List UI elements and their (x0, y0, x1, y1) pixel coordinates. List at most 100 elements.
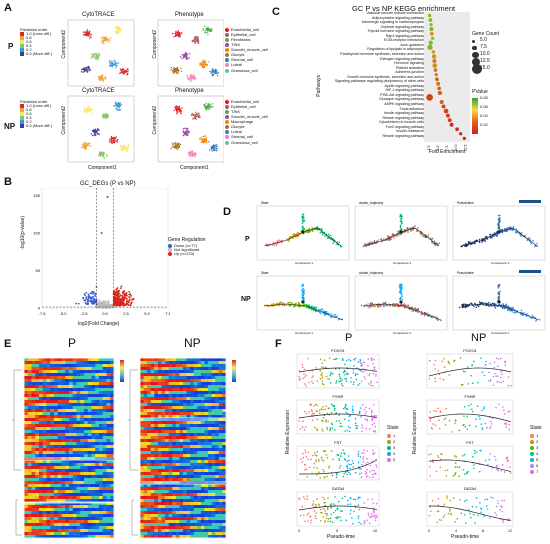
heatmap-cell (46, 379, 51, 383)
heatmap-cell (39, 412, 44, 416)
trajectory-cell (531, 314, 534, 317)
kegg-point (428, 13, 432, 18)
heatmap-cell (50, 490, 55, 494)
heatmap-cell (72, 454, 77, 458)
trajectory-cell (484, 240, 487, 242)
umap-point (205, 102, 207, 105)
heatmap-cell (110, 382, 115, 386)
heatmap-cell (157, 367, 162, 371)
heatmap-cell (24, 445, 29, 449)
heatmap-cell (84, 424, 89, 428)
umap-point (92, 56, 95, 58)
volcano-point-up (122, 301, 125, 304)
volcano-point-up (115, 291, 117, 293)
umap-point (115, 105, 118, 107)
umap-point (99, 153, 102, 155)
heatmap-cell (197, 361, 202, 365)
pheno-legend-np-item: Macrophage (225, 120, 273, 125)
trajectory-cell (324, 310, 326, 313)
heatmap-cell (95, 436, 100, 440)
trajectory-cell (436, 319, 439, 321)
volcano-point-up (125, 291, 128, 294)
trajectory-cell (494, 306, 497, 309)
heatmap-cell (61, 400, 66, 404)
heatmap-cell (69, 379, 74, 383)
trajectory-frame (354, 275, 448, 331)
trajectory-cell (303, 219, 306, 222)
kegg-pathway-label: Cytoskeleton in muscle cells (378, 120, 424, 125)
heatmap-cell (87, 397, 92, 401)
trajectory-cell (469, 241, 471, 243)
heatmap-cell (72, 442, 77, 446)
volcano-x-tick: -7.5 (39, 311, 47, 316)
heatmap-cell (39, 478, 44, 482)
umap-point (85, 142, 87, 145)
pheno-legend-p-item: Stromal_cell (225, 58, 273, 63)
heatmap-cell (87, 388, 92, 392)
heatmap-cell (95, 412, 100, 416)
heatmap-cell (72, 475, 77, 479)
heatmap-cell (91, 463, 96, 467)
umap-point (176, 145, 179, 147)
heatmap-cell (102, 418, 107, 422)
heatmap-cell (72, 463, 77, 467)
heatmap-cell (186, 376, 191, 380)
umap-point (211, 68, 214, 70)
heatmap-cell (61, 358, 66, 362)
cyto-legend-p-item: 0.2 (20, 48, 62, 53)
umap-point (116, 108, 118, 110)
trajectory-cell (338, 241, 341, 244)
heatmap-cell (57, 397, 62, 401)
umap-point (216, 74, 219, 77)
heatmap-cell (24, 472, 29, 476)
heatmap-cell (39, 454, 44, 458)
heatmap-cell (42, 499, 47, 503)
umap-point (208, 106, 210, 108)
umap-point (175, 147, 177, 149)
heatmap-cell (57, 376, 62, 380)
heatmap-cell (61, 496, 66, 500)
umap-point (97, 154, 100, 156)
umap-point (175, 142, 177, 144)
heatmap-cell (27, 412, 32, 416)
umap-point (203, 65, 205, 67)
pheno-legend-p-item: Granulosa_cell (225, 68, 273, 73)
heatmap-cell (95, 370, 100, 374)
umap-point (177, 144, 180, 146)
trajectory-cell (325, 310, 328, 313)
heatmap-cell (42, 442, 47, 446)
heatmap-cell (193, 370, 198, 374)
umap-point (210, 145, 213, 148)
heatmap-cell (95, 433, 100, 437)
heatmap-cell (57, 415, 62, 419)
heatmap-cell (46, 460, 51, 464)
heatmap-cell (69, 397, 74, 401)
heatmap-cell (35, 496, 40, 500)
heatmap-cell (46, 373, 51, 377)
trajectory-cell (340, 245, 342, 248)
heatmap-cell (61, 505, 66, 509)
trajectory-cell (501, 229, 503, 231)
heatmap-cell (24, 478, 29, 482)
heatmap-cell (106, 445, 111, 449)
trajectory-cell (481, 241, 484, 243)
trajectory-frame (256, 275, 350, 331)
heatmap-cell (80, 478, 85, 482)
heatmap-cell (215, 370, 220, 374)
heatmap-cell (61, 499, 66, 503)
heatmap-cell (27, 364, 32, 368)
heatmap-cell (102, 400, 107, 404)
heatmap-cell (31, 364, 36, 368)
heatmap-cell (80, 448, 85, 452)
umap-point (95, 130, 98, 132)
heatmap-cell (69, 367, 74, 371)
volcano-point-down (83, 293, 86, 295)
umap-point (178, 106, 180, 108)
plot-a3-xlabel: Component1 (88, 165, 117, 171)
heatmap-cell (106, 451, 111, 455)
heatmap-cell (65, 511, 70, 515)
heatmap-cell (72, 367, 77, 371)
heatmap-cell (42, 433, 47, 437)
heatmap-cell (84, 454, 89, 458)
volcano-point-down (84, 299, 87, 302)
